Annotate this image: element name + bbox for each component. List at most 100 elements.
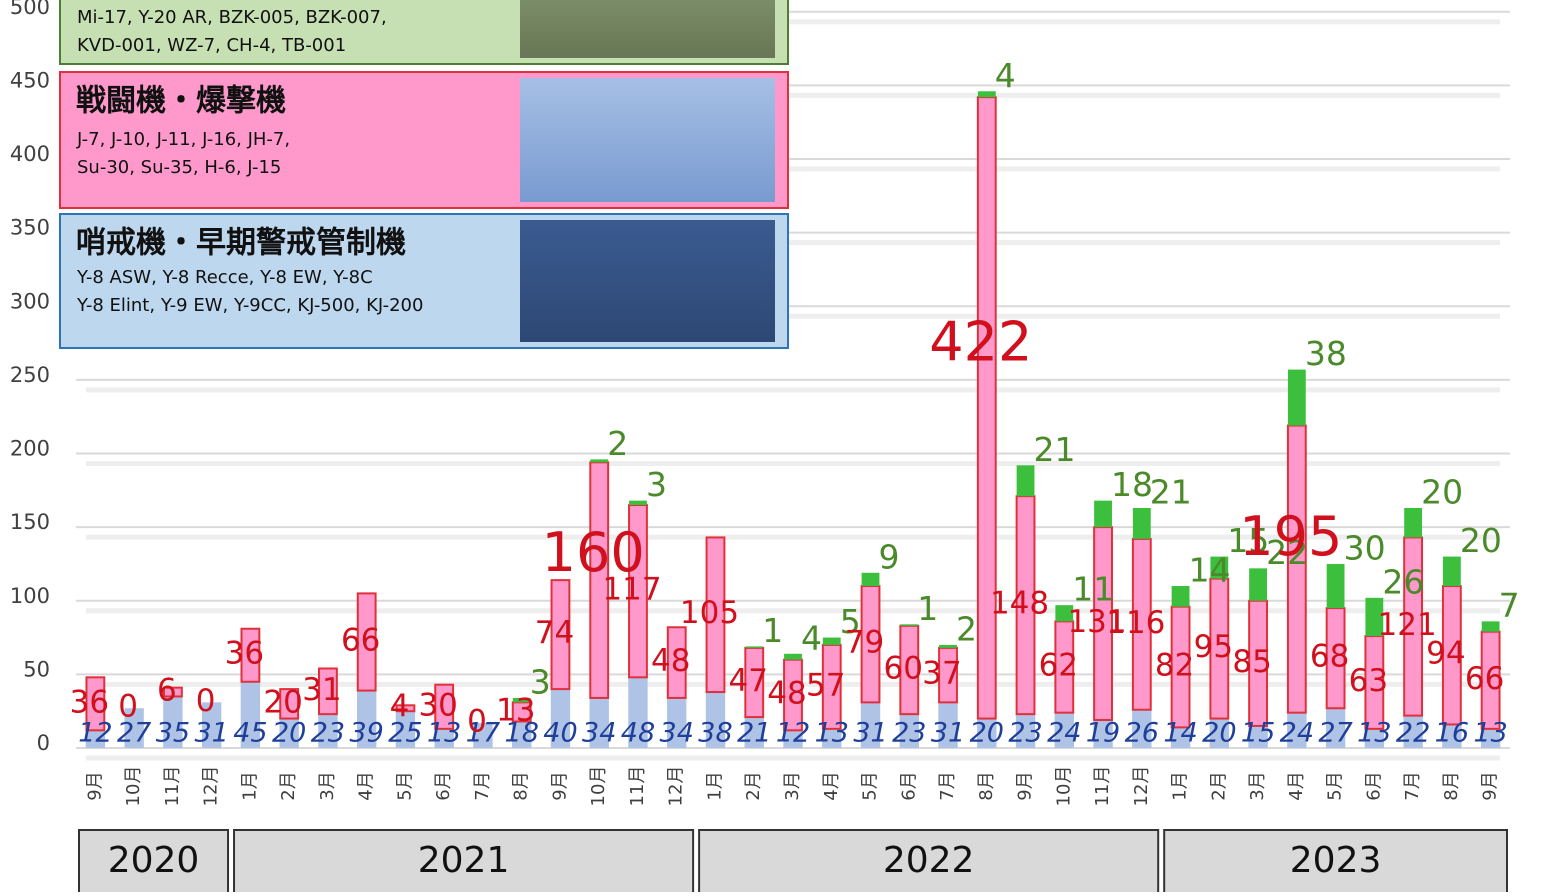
value-label: 121: [1378, 607, 1437, 643]
value-label: 15: [1241, 718, 1275, 749]
value-label: 148: [990, 586, 1049, 622]
value-label: 48: [621, 718, 655, 749]
bar-segment: [1094, 500, 1112, 528]
x-tick-label: 11月: [627, 766, 648, 807]
bar-segment: [1287, 712, 1307, 748]
x-tick-label: 1月: [704, 771, 725, 800]
bar-segment: [1365, 597, 1384, 637]
value-label: 23: [892, 718, 926, 749]
bar-segment: [1248, 599, 1268, 727]
value-label: 20: [272, 718, 306, 749]
value-label: 116: [1106, 605, 1165, 641]
value-label: 38: [698, 718, 732, 749]
bar-segment: [899, 714, 919, 748]
bar-segment: [1054, 712, 1074, 748]
y-tick-label: 500: [10, 0, 50, 19]
x-tick-label: 3月: [1247, 771, 1268, 800]
x-tick-label: 9月: [1015, 771, 1036, 800]
bar-segment: [1055, 605, 1074, 622]
value-label: 36: [70, 684, 109, 720]
x-tick-label: 8月: [511, 771, 532, 800]
legend-photo: [520, 78, 775, 202]
value-label: 27: [117, 718, 151, 749]
year-box: [1163, 829, 1509, 896]
x-tick-label: 7月: [937, 771, 958, 800]
x-tick-label: 3月: [782, 771, 803, 800]
value-label: 15: [1227, 521, 1269, 560]
value-label: 12: [78, 718, 112, 749]
y-tick-label: 350: [10, 216, 50, 240]
bar-segment: [1403, 715, 1423, 748]
bar-segment: [550, 579, 571, 691]
year-label: 2020: [108, 840, 200, 881]
value-label: 0: [196, 683, 216, 719]
y-tick-label: 450: [10, 68, 50, 92]
value-label: 13: [1357, 718, 1391, 749]
value-label: 66: [1465, 661, 1504, 697]
value-label: 18: [1111, 465, 1153, 504]
year-box: [698, 829, 1160, 896]
legend-title: 戦闘機・爆撃機: [76, 84, 286, 119]
bar-segment: [977, 718, 997, 748]
value-label: 14: [1189, 551, 1231, 590]
value-label: 20: [1460, 521, 1502, 560]
value-label: 24: [1280, 718, 1314, 749]
value-label: 31: [853, 718, 887, 749]
value-label: 94: [1426, 636, 1465, 672]
y-tick-label: 0: [37, 731, 50, 755]
bar-segment: [162, 686, 183, 698]
bar-segment: [628, 677, 648, 748]
bar-segment: [590, 459, 609, 463]
y-tick-label: 250: [10, 363, 50, 387]
value-label: 34: [660, 718, 694, 749]
bar-segment: [976, 96, 997, 720]
bar-segment: [900, 624, 919, 626]
bar-segment: [434, 728, 454, 748]
value-label: 30: [418, 687, 457, 723]
bar-segment: [356, 592, 377, 692]
bar-segment: [395, 711, 416, 748]
x-tick-label: 12月: [666, 766, 687, 807]
bar-segment: [1325, 708, 1346, 748]
y-tick-label: 200: [10, 437, 50, 461]
bar-segment: [124, 708, 144, 748]
x-tick-label: 5月: [1325, 771, 1346, 800]
value-label: 68: [1310, 639, 1349, 675]
bar-segment: [938, 702, 958, 748]
value-label: 13: [496, 692, 535, 728]
legend-title: 哨戒機・早期警戒管制機: [76, 226, 406, 261]
bar-segment: [783, 730, 803, 748]
value-label: 16: [1435, 718, 1469, 749]
bar-segment: [861, 572, 880, 587]
year-label: 2023: [1290, 840, 1382, 881]
value-label: 22: [1396, 718, 1430, 749]
value-label: 31: [931, 718, 965, 749]
year-box: [78, 829, 230, 896]
value-label: 36: [225, 636, 264, 672]
bar-segment: [201, 702, 222, 748]
value-label: 422: [929, 310, 1032, 373]
bar-segment: [1171, 586, 1190, 607]
x-tick-label: 11月: [1092, 766, 1113, 807]
x-tick-label: 6月: [1363, 771, 1384, 800]
y-tick-label: 50: [23, 657, 50, 681]
value-label: 20: [1202, 718, 1236, 749]
bar-segment: [744, 717, 764, 748]
bar-segment: [512, 697, 531, 703]
x-tick-label: 6月: [898, 771, 919, 800]
value-label: 14: [1163, 718, 1197, 749]
bar-segment: [279, 718, 299, 748]
value-label: 82: [1155, 648, 1194, 684]
value-label: 23: [1008, 718, 1042, 749]
value-label: 12: [776, 718, 810, 749]
value-label: 3: [530, 662, 551, 701]
value-label: 57: [806, 667, 845, 703]
bar-segment: [318, 714, 338, 748]
year-label: 2021: [418, 840, 510, 881]
bar-segment: [473, 722, 493, 748]
bar-segment: [899, 624, 920, 716]
x-tick-label: 12月: [1131, 766, 1152, 807]
bar-segment: [512, 721, 532, 748]
year-box: [233, 829, 695, 896]
